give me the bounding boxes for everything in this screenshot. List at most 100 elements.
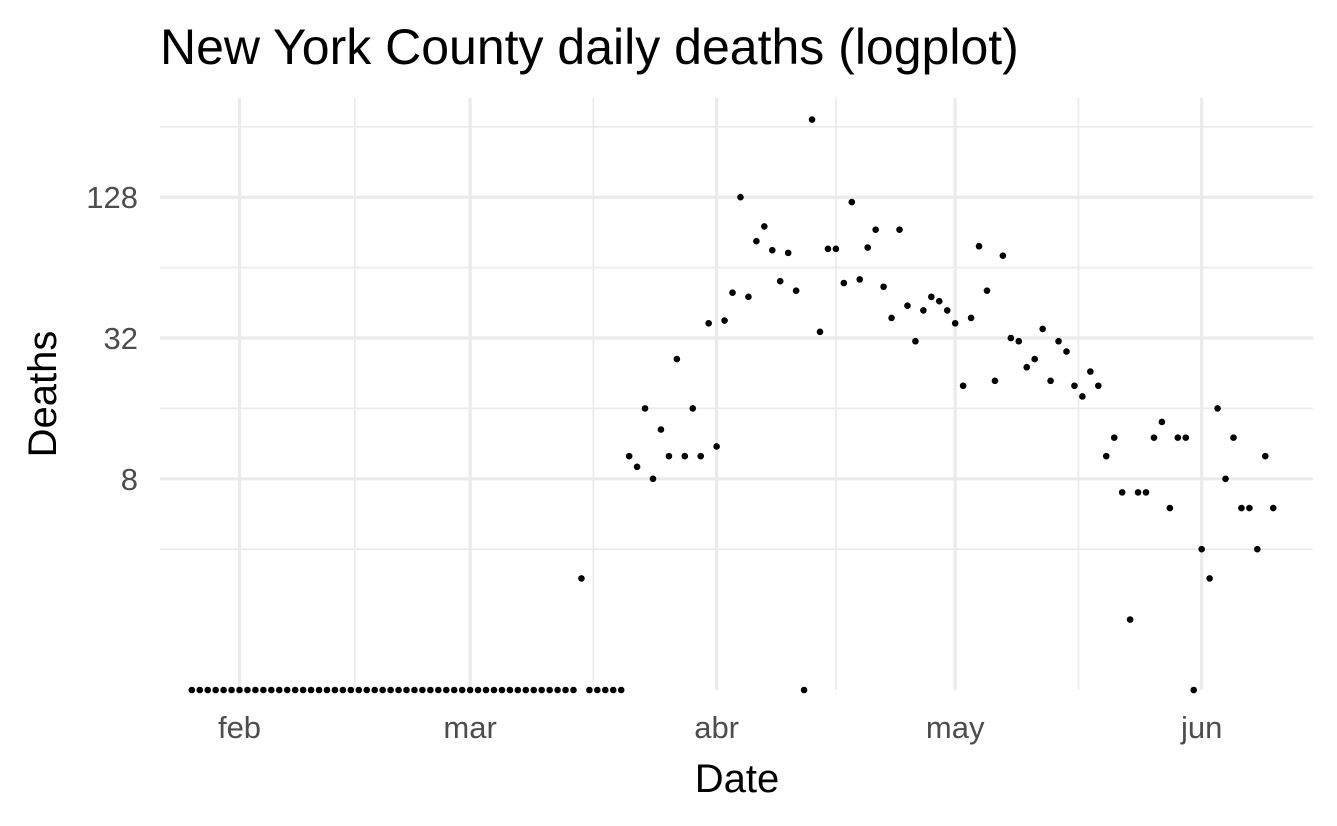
chart-title: New York County daily deaths (logplot): [160, 19, 1019, 75]
data-point: [1214, 405, 1221, 412]
data-point: [1230, 434, 1237, 441]
x-tick-label: may: [926, 710, 985, 745]
data-point: [1055, 337, 1062, 345]
data-point: [427, 686, 434, 694]
data-point: [697, 452, 705, 460]
data-point: [530, 686, 538, 694]
x-axis-tick-labels: feb mar abr may jun: [218, 710, 1222, 745]
data-point: [681, 452, 689, 460]
data-point: [1269, 504, 1277, 512]
data-point: [228, 686, 235, 694]
data-point: [1158, 418, 1166, 426]
data-point: [419, 686, 426, 694]
data-point: [450, 686, 458, 694]
data-point: [617, 686, 625, 694]
data-points: [188, 116, 1277, 694]
data-point: [776, 277, 784, 285]
data-point: [872, 226, 879, 233]
data-point: [967, 314, 975, 322]
data-point: [991, 377, 999, 385]
y-tick-label: 128: [86, 180, 138, 215]
data-point: [609, 686, 617, 694]
data-point: [768, 246, 776, 254]
data-point: [689, 405, 697, 412]
data-point: [1102, 452, 1110, 460]
data-point: [260, 686, 267, 694]
data-point: [1174, 434, 1182, 441]
x-tick-label: feb: [218, 710, 261, 745]
data-point: [188, 686, 196, 694]
x-axis-title: Date: [695, 757, 780, 801]
data-point: [904, 302, 911, 309]
data-point: [554, 686, 561, 694]
data-point: [371, 686, 378, 694]
data-point: [379, 686, 386, 694]
data-point: [252, 686, 259, 694]
data-point: [1246, 504, 1253, 512]
y-axis-tick-labels: 8 32 128: [86, 180, 138, 497]
data-point: [363, 686, 371, 694]
data-point: [275, 686, 283, 694]
data-point: [1079, 393, 1086, 400]
data-point: [713, 443, 720, 450]
data-point: [403, 686, 410, 694]
data-point: [538, 686, 545, 694]
data-point: [244, 686, 251, 694]
data-point: [283, 686, 291, 694]
data-point: [808, 116, 816, 123]
data-point: [848, 198, 856, 206]
data-point: [1023, 363, 1031, 371]
data-point: [816, 328, 824, 336]
data-point: [896, 226, 903, 233]
data-point: [490, 686, 498, 694]
data-point: [729, 289, 736, 296]
data-point: [506, 686, 514, 694]
data-point: [1007, 334, 1015, 342]
data-point: [1047, 377, 1054, 385]
data-point: [1015, 337, 1023, 345]
data-point: [649, 475, 657, 483]
data-point: [347, 686, 355, 694]
data-point: [562, 686, 569, 694]
data-point: [737, 193, 744, 201]
data-point: [999, 252, 1007, 259]
data-point: [800, 686, 808, 694]
data-point: [291, 686, 299, 694]
data-point: [753, 237, 760, 245]
data-point: [1095, 382, 1102, 390]
data-point: [522, 686, 530, 694]
data-point: [387, 686, 394, 694]
data-point: [633, 463, 641, 471]
data-point: [1110, 434, 1118, 441]
data-point: [578, 575, 585, 582]
data-point: [935, 297, 943, 305]
data-point: [1206, 575, 1213, 582]
data-point: [912, 337, 919, 345]
data-point: [943, 307, 951, 314]
data-point: [268, 686, 275, 694]
data-point: [1134, 489, 1142, 496]
data-point: [474, 686, 482, 694]
data-point: [1126, 616, 1134, 623]
data-point: [983, 287, 991, 294]
data-point: [1031, 355, 1038, 363]
data-point: [307, 686, 315, 694]
data-point: [1087, 368, 1094, 375]
data-point: [761, 223, 768, 230]
data-point: [411, 686, 418, 694]
data-point: [1150, 434, 1158, 441]
data-point: [657, 426, 665, 433]
data-point: [594, 686, 601, 694]
data-point: [546, 686, 553, 694]
data-point: [840, 279, 848, 287]
data-point: [745, 293, 752, 301]
y-axis-title: Deaths: [21, 331, 65, 458]
data-point: [641, 405, 649, 412]
data-point: [1063, 348, 1070, 355]
data-point: [204, 686, 212, 694]
data-point: [570, 686, 577, 694]
data-point: [196, 686, 204, 694]
data-point: [1190, 686, 1198, 694]
